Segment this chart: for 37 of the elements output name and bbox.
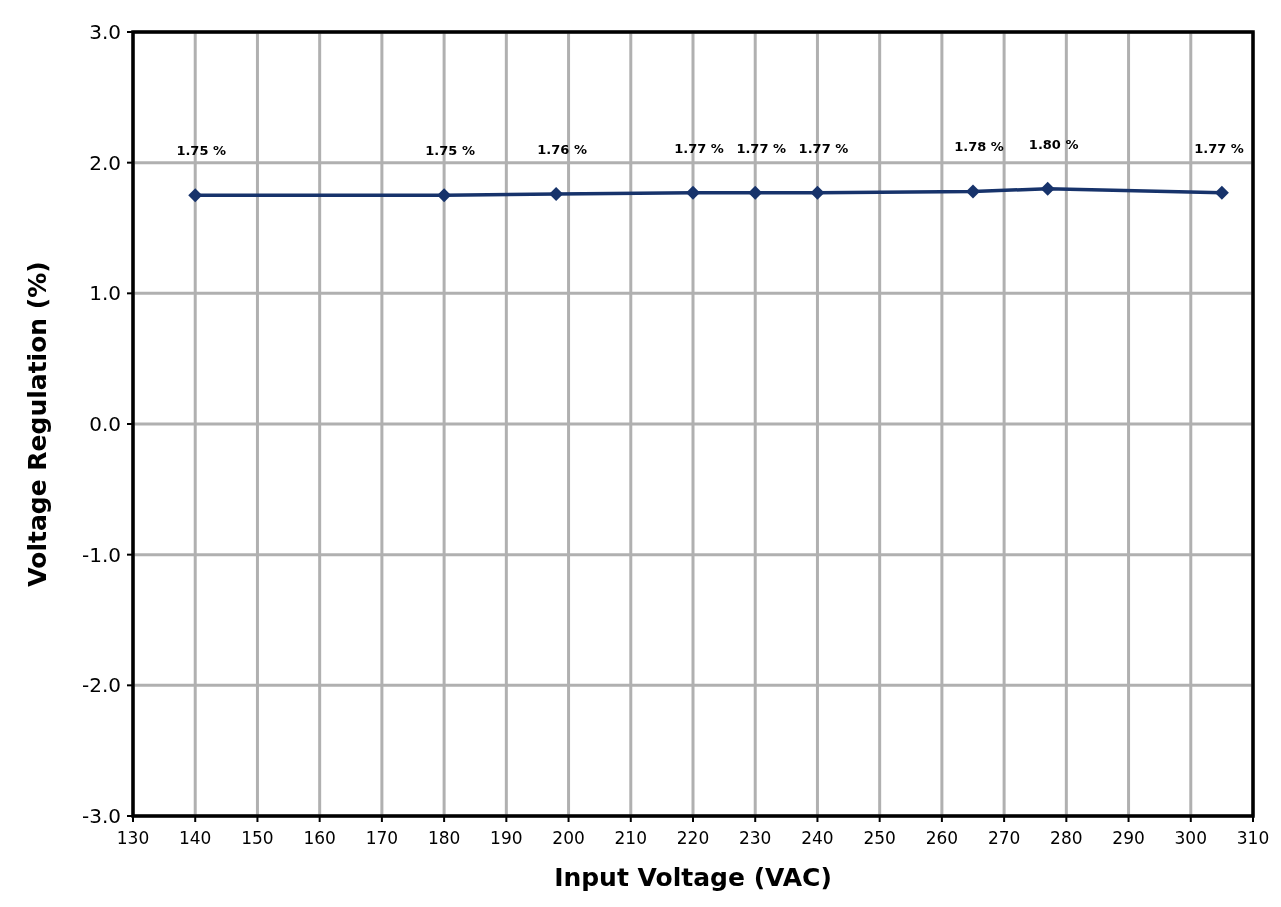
data-label: 1.75 % [425, 143, 475, 159]
x-tick-label: 210 [614, 828, 647, 848]
x-tick-label: 230 [739, 828, 772, 848]
data-label: 1.77 % [674, 140, 724, 156]
data-label: 1.78 % [954, 139, 1004, 155]
x-tick-label: 150 [241, 828, 274, 848]
x-tick-label: 270 [987, 828, 1021, 848]
x-tick-label: 170 [365, 828, 399, 848]
data-label: 1.77 % [798, 140, 849, 156]
y-tick-label: 2.0 [89, 150, 121, 175]
x-tick-label: 200 [552, 828, 585, 848]
y-axis-title: Voltage Regulation (%) [23, 261, 52, 587]
x-tick-label: 140 [179, 828, 212, 848]
x-tick-label: 310 [1236, 828, 1270, 848]
x-tick-label: 160 [303, 828, 336, 848]
x-tick-label: 260 [925, 828, 959, 848]
y-tick-label: 1.0 [89, 281, 121, 306]
x-tick-label: 240 [801, 828, 834, 848]
data-label: 1.77 % [736, 140, 787, 156]
x-axis-title: Input Voltage (VAC) [554, 863, 832, 892]
x-tick-label: 290 [1112, 828, 1145, 848]
x-tick-label: 280 [1050, 828, 1083, 848]
y-tick-label: -2.0 [81, 673, 121, 698]
y-tick-label: 0.0 [89, 412, 121, 436]
x-tick-label: 180 [427, 828, 461, 848]
x-tick-label: 250 [863, 828, 896, 848]
data-label: 1.77 % [1194, 140, 1244, 156]
x-tick-label: 300 [1174, 828, 1207, 848]
y-tick-label: -1.0 [81, 542, 121, 567]
x-tick-label: 130 [116, 828, 150, 848]
y-tick-label: 3.0 [89, 20, 121, 44]
data-label: 1.76 % [537, 142, 587, 158]
y-tick-label: -3.0 [81, 804, 121, 828]
x-tick-label: 190 [490, 828, 523, 848]
data-label: 1.80 % [1028, 136, 1079, 152]
data-label: 1.75 % [176, 143, 227, 159]
x-tick-label: 220 [676, 828, 710, 848]
